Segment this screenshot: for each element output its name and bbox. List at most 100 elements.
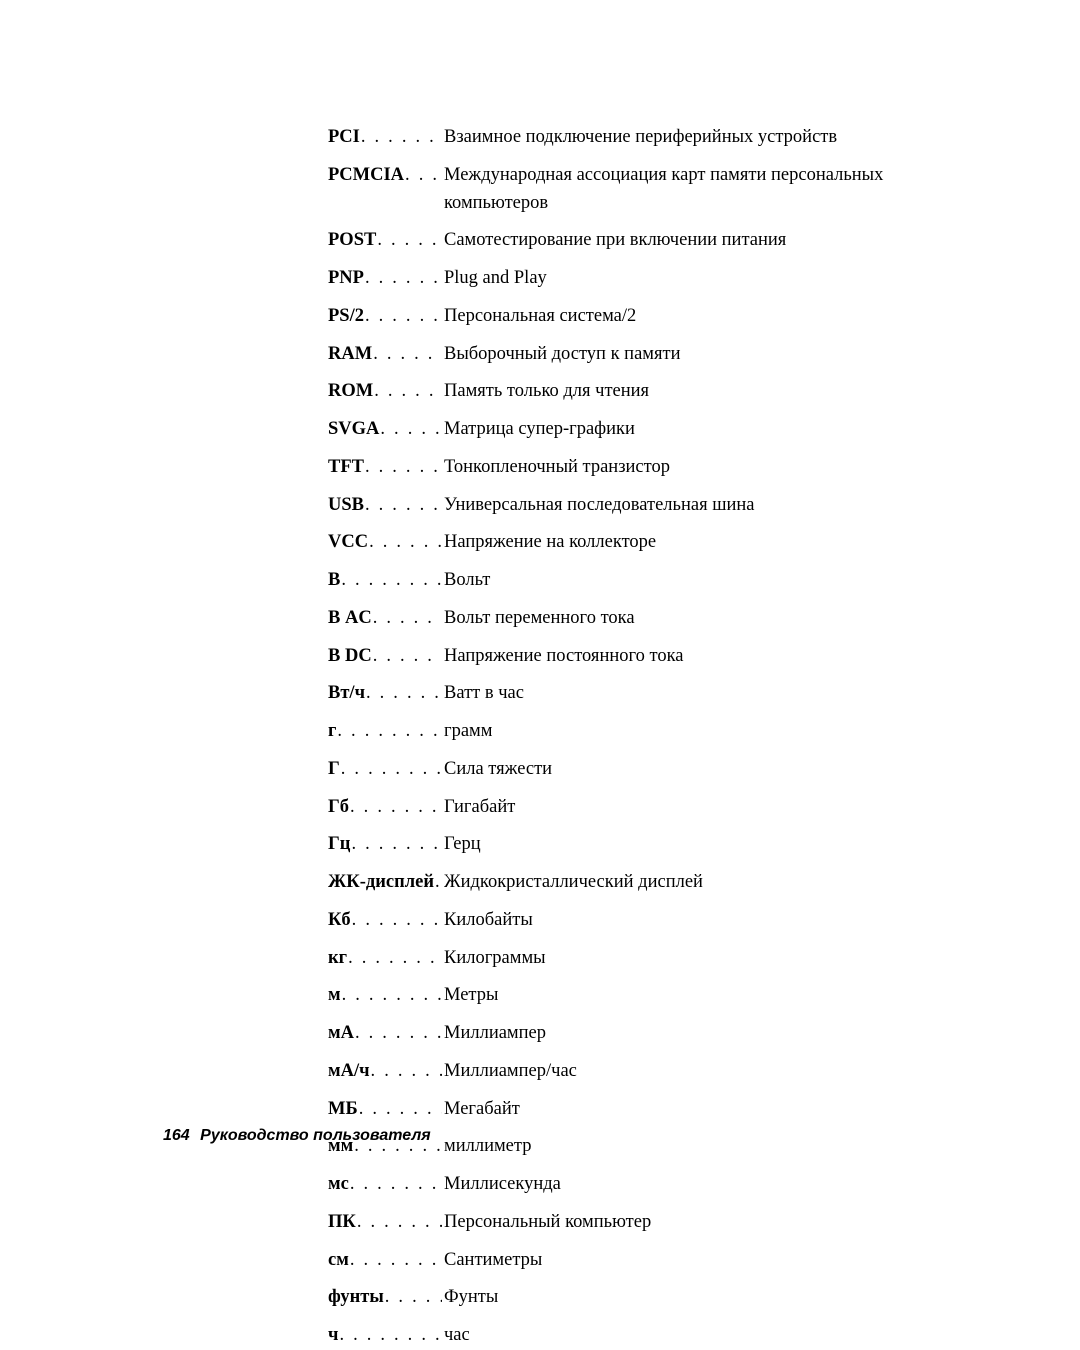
term-leader: В. . . . . . . . . . xyxy=(328,567,442,595)
glossary-entry: PNP. . . . . . . .Plug and Play xyxy=(328,265,990,293)
glossary-entry: Гб. . . . . . . . . .Гигабайт xyxy=(328,794,990,822)
leader-dots: . . . . . . . . . . xyxy=(348,945,442,973)
glossary-definition: Фунты xyxy=(442,1284,990,1312)
leader-dots: . . . . . . . xyxy=(371,1058,442,1086)
glossary-definition: час xyxy=(442,1322,990,1350)
footer-text: Руководство пользователя xyxy=(200,1127,431,1144)
term-leader: PNP. . . . . . . . xyxy=(328,265,442,293)
glossary-term: POST xyxy=(328,227,376,255)
glossary-term: МБ xyxy=(328,1096,358,1124)
glossary-list: PCI. . . . . . . .Взаимное подключение п… xyxy=(328,124,990,1350)
term-leader: см. . . . . . . . . . xyxy=(328,1247,442,1275)
glossary-entry: Г. . . . . . . . . . .Сила тяжести xyxy=(328,756,990,784)
glossary-term: мА/ч xyxy=(328,1058,370,1086)
leader-dots: . . . . . . . . xyxy=(365,265,442,293)
glossary-term: м xyxy=(328,982,341,1010)
glossary-term: Вт/ч xyxy=(328,680,365,708)
leader-dots: . . . . . . . xyxy=(377,227,442,255)
leader-dots: . . . . . . . xyxy=(373,605,442,633)
glossary-term: мА xyxy=(328,1020,354,1048)
leader-dots: . . . . . . . xyxy=(373,643,442,671)
glossary-term: В AC xyxy=(328,605,372,633)
glossary-definition: Миллиампер xyxy=(442,1020,990,1048)
leader-dots: . . . . . . . . . xyxy=(355,1020,442,1048)
glossary-entry: RAM. . . . . . .Выборочный доступ к памя… xyxy=(328,341,990,369)
glossary-entry: PCI. . . . . . . .Взаимное подключение п… xyxy=(328,124,990,152)
leader-dots: . . . . . . xyxy=(380,416,442,444)
page-number: 164 xyxy=(163,1127,190,1144)
leader-dots: . . . . . . . . . . xyxy=(341,567,442,595)
glossary-term: Гц xyxy=(328,831,350,859)
leader-dots: . . . . . . . . . . xyxy=(350,1247,442,1275)
glossary-entry: кг. . . . . . . . . .Килограммы xyxy=(328,945,990,973)
glossary-definition: Персональная система/2 xyxy=(442,303,990,331)
glossary-term: PS/2 xyxy=(328,303,364,331)
glossary-entry: мА. . . . . . . . .Миллиампер xyxy=(328,1020,990,1048)
glossary-term: В DC xyxy=(328,643,372,671)
term-leader: фунты. . . . . . xyxy=(328,1284,442,1312)
glossary-definition: Взаимное подключение периферийных устрой… xyxy=(442,124,990,152)
term-leader: ROM. . . . . . . xyxy=(328,378,442,406)
term-leader: мА. . . . . . . . . xyxy=(328,1020,442,1048)
leader-dots: . . . . . . . . . . xyxy=(342,982,442,1010)
term-leader: PCMCIA. . . . xyxy=(328,162,442,190)
leader-dots: . . . . . . . . xyxy=(361,124,442,152)
glossary-entry: см. . . . . . . . . .Сантиметры xyxy=(328,1247,990,1275)
glossary-definition: Герц xyxy=(442,831,990,859)
glossary-definition: Килобайты xyxy=(442,907,990,935)
glossary-definition: Напряжение на коллекторе xyxy=(442,529,990,557)
term-leader: Кб. . . . . . . . . xyxy=(328,907,442,935)
term-leader: Гц. . . . . . . . . xyxy=(328,831,442,859)
glossary-term: PCI xyxy=(328,124,360,152)
glossary-definition: Ватт в час xyxy=(442,680,990,708)
leader-dots: . . . . . . . . . xyxy=(351,831,442,859)
glossary-entry: ПК. . . . . . . . .Персональный компьюте… xyxy=(328,1209,990,1237)
leader-dots: . . . . . . . . . xyxy=(357,1209,442,1237)
leader-dots: . . . . . . . . . xyxy=(352,907,442,935)
glossary-entry: Гц. . . . . . . . .Герц xyxy=(328,831,990,859)
glossary-entry: мс. . . . . . . . . .Миллисекунда xyxy=(328,1171,990,1199)
glossary-entry: фунты. . . . . .Фунты xyxy=(328,1284,990,1312)
term-leader: Гб. . . . . . . . . . xyxy=(328,794,442,822)
leader-dots: . . . . . . . . . . . xyxy=(339,1322,442,1350)
glossary-entry: Вт/ч. . . . . . . .Ватт в час xyxy=(328,680,990,708)
glossary-entry: В DC. . . . . . .Напряжение постоянного … xyxy=(328,643,990,671)
glossary-definition: Жидкокристаллический дисплей xyxy=(442,869,990,897)
glossary-term: ROM xyxy=(328,378,373,406)
glossary-definition: Матрица супер-графики xyxy=(442,416,990,444)
term-leader: ЖК-дисплей. xyxy=(328,869,442,897)
term-leader: г. . . . . . . . . . . xyxy=(328,718,442,746)
term-leader: POST. . . . . . . xyxy=(328,227,442,255)
leader-dots: . . . . . . xyxy=(385,1284,442,1312)
glossary-definition: Универсальная последовательная шина xyxy=(442,492,990,520)
glossary-entry: PCMCIA. . . .Международная ассоциация ка… xyxy=(328,162,990,218)
glossary-entry: Кб. . . . . . . . .Килобайты xyxy=(328,907,990,935)
leader-dots: . . . . . . . . . . . xyxy=(337,718,442,746)
glossary-definition: Миллиампер/час xyxy=(442,1058,990,1086)
glossary-definition: Гигабайт xyxy=(442,794,990,822)
term-leader: МБ. . . . . . . . . xyxy=(328,1096,442,1124)
glossary-definition: Напряжение постоянного тока xyxy=(442,643,990,671)
term-leader: Вт/ч. . . . . . . . xyxy=(328,680,442,708)
glossary-term: мс xyxy=(328,1171,349,1199)
leader-dots: . . . . . . . . xyxy=(366,680,442,708)
glossary-entry: VCC. . . . . . .Напряжение на коллекторе xyxy=(328,529,990,557)
leader-dots: . . . . . . . . . . xyxy=(350,794,442,822)
glossary-definition: Миллисекунда xyxy=(442,1171,990,1199)
glossary-term: Г xyxy=(328,756,340,784)
leader-dots: . . . . . . . . . . xyxy=(350,1171,442,1199)
leader-dots: . . . . . . . xyxy=(373,341,442,369)
leader-dots: . . . . . . . xyxy=(369,529,442,557)
glossary-definition: Международная ассоциация карт памяти пер… xyxy=(442,162,990,218)
term-leader: ПК. . . . . . . . . xyxy=(328,1209,442,1237)
glossary-term: RAM xyxy=(328,341,372,369)
term-leader: USB. . . . . . . . xyxy=(328,492,442,520)
glossary-term: ч xyxy=(328,1322,338,1350)
glossary-definition: Килограммы xyxy=(442,945,990,973)
glossary-term: кг xyxy=(328,945,347,973)
glossary-entry: USB. . . . . . . .Универсальная последов… xyxy=(328,492,990,520)
term-leader: мс. . . . . . . . . . xyxy=(328,1171,442,1199)
glossary-entry: В AC. . . . . . .Вольт переменного тока xyxy=(328,605,990,633)
glossary-entry: ч. . . . . . . . . . .час xyxy=(328,1322,990,1350)
glossary-term: фунты xyxy=(328,1284,384,1312)
